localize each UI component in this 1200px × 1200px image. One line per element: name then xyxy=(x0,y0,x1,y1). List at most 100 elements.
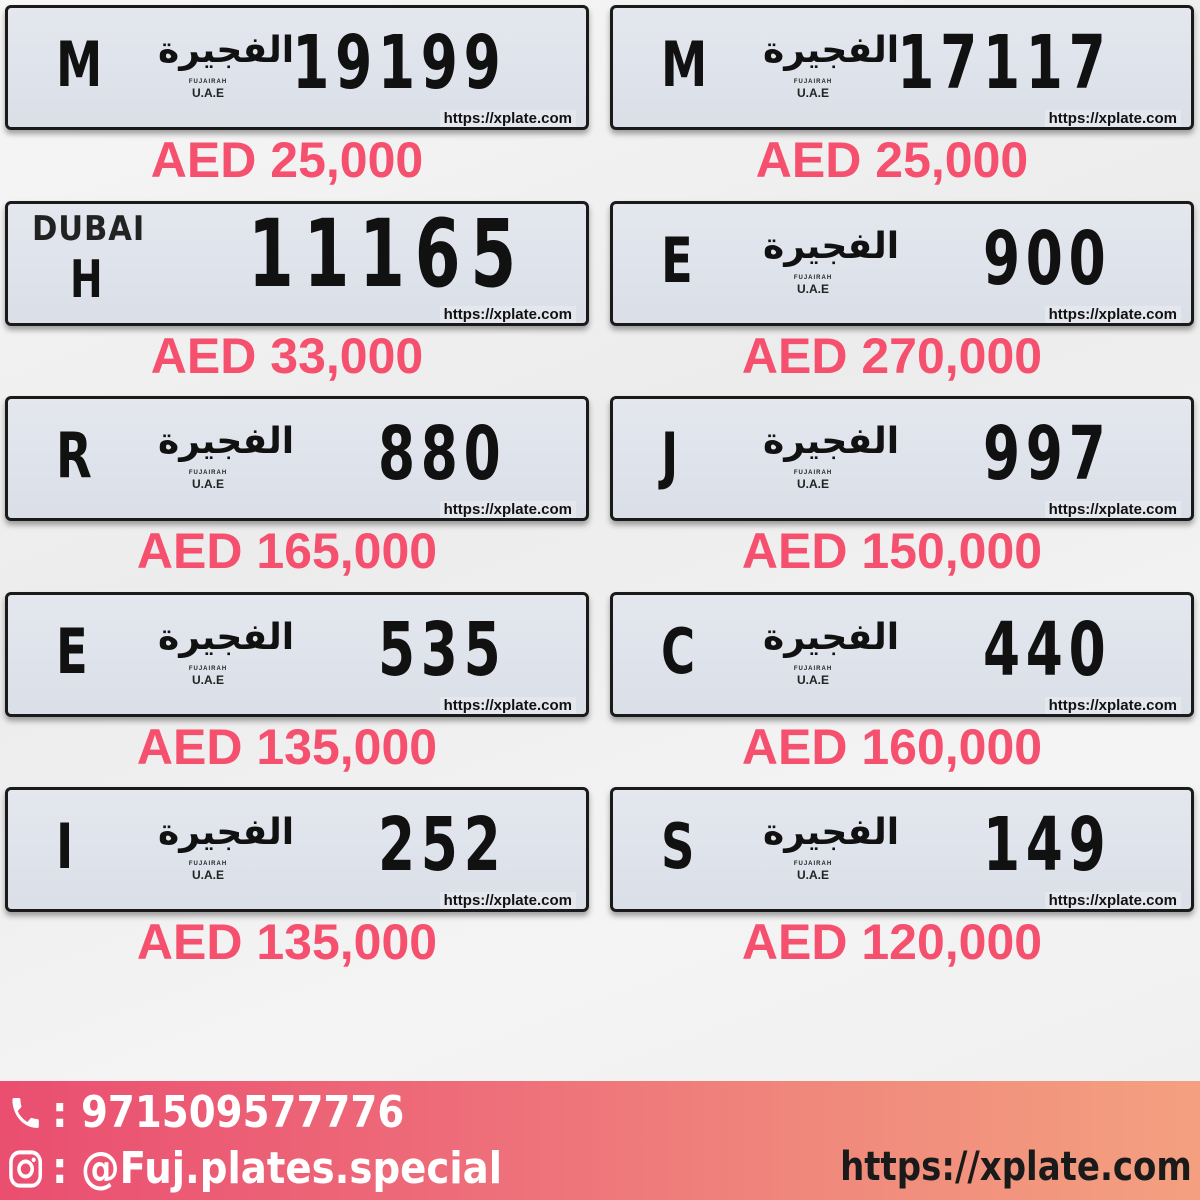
plate-letter: H xyxy=(70,249,103,310)
license-plate: I الفجيرة FUJAIRAH U.A.E 252 https://xpl… xyxy=(5,787,589,912)
phone-icon xyxy=(8,1091,47,1135)
plate-watermark: https://xplate.com xyxy=(1044,110,1181,127)
fujairah-emblem: الفجيرة FUJAIRAH U.A.E xyxy=(158,806,295,882)
plate-letter: S xyxy=(661,810,695,883)
emblem-country: U.A.E xyxy=(191,86,224,100)
plate-watermark: https://xplate.com xyxy=(1044,696,1181,714)
plate-price: AED 150,000 xyxy=(741,523,1043,579)
plate-letter: E xyxy=(661,223,693,297)
phone-number: : 971509577776 xyxy=(52,1087,405,1138)
instagram-handle: : @Fuj.plates.special xyxy=(52,1143,503,1194)
plate-price: AED 25,000 xyxy=(150,132,424,188)
emblem-country: U.A.E xyxy=(796,477,829,491)
plate-watermark: https://xplate.com xyxy=(439,696,576,714)
license-plate: S الفجيرة FUJAIRAH U.A.E 149 https://xpl… xyxy=(610,787,1194,912)
plate-price: AED 135,000 xyxy=(136,718,438,775)
plate-number: 11165 xyxy=(248,199,526,309)
phone-row: : 971509577776 xyxy=(8,1087,404,1139)
emblem-country: U.A.E xyxy=(796,672,829,687)
plate-letter: M xyxy=(661,28,708,101)
plate-number: 880 xyxy=(377,411,506,497)
plate-letter: M xyxy=(56,28,103,101)
emblem-english: FUJAIRAH xyxy=(793,665,833,672)
plate-listing[interactable]: R الفجيرة FUJAIRAH U.A.E 880 https://xpl… xyxy=(5,396,589,591)
emblem-arabic: الفجيرة xyxy=(158,421,295,462)
fujairah-emblem: الفجيرة FUJAIRAH U.A.E xyxy=(158,24,294,100)
plate-listing[interactable]: J الفجيرة FUJAIRAH U.A.E 997 https://xpl… xyxy=(610,396,1194,591)
plate-listing[interactable]: M الفجيرة FUJAIRAH U.A.E 19199 https://x… xyxy=(5,5,589,200)
plate-watermark: https://xplate.com xyxy=(1044,892,1181,909)
plate-number: 997 xyxy=(982,411,1111,497)
emblem-arabic: الفجيرة xyxy=(158,616,295,658)
license-plate: C الفجيرة FUJAIRAH U.A.E 440 https://xpl… xyxy=(610,591,1194,717)
license-plate: E الفجيرة FUJAIRAH U.A.E 535 https://xpl… xyxy=(5,591,589,717)
plate-number: 900 xyxy=(982,215,1111,302)
plate-number: 149 xyxy=(982,802,1111,888)
plate-number: 19199 xyxy=(291,20,506,106)
emblem-english: FUJAIRAH xyxy=(188,79,228,85)
plate-price: AED 33,000 xyxy=(150,327,424,384)
plate-watermark: https://xplate.com xyxy=(439,305,576,323)
plate-listing[interactable]: I الفجيرة FUJAIRAH U.A.E 252 https://xpl… xyxy=(5,787,589,982)
emblem-english: FUJAIRAH xyxy=(793,79,833,85)
footer-url[interactable]: https://xplate.com xyxy=(840,1144,1192,1190)
plate-listing[interactable]: M الفجيرة FUJAIRAH U.A.E 17117 https://x… xyxy=(610,5,1194,200)
emblem-english: FUJAIRAH xyxy=(793,861,833,867)
plate-number: 535 xyxy=(377,606,506,693)
plate-price: AED 165,000 xyxy=(136,523,438,579)
emblem-english: FUJAIRAH xyxy=(188,665,228,672)
plate-price: AED 160,000 xyxy=(741,718,1043,775)
plate-letter: I xyxy=(56,810,74,883)
license-plate: E الفجيرة FUJAIRAH U.A.E 900 https://xpl… xyxy=(610,200,1194,326)
license-plate: R الفجيرة FUJAIRAH U.A.E 880 https://xpl… xyxy=(5,396,589,521)
emblem-english: FUJAIRAH xyxy=(793,470,833,476)
instagram-row: : @Fuj.plates.special xyxy=(8,1143,502,1195)
emblem-arabic: الفجيرة xyxy=(763,421,900,462)
plate-letter: R xyxy=(56,419,92,492)
emblem-country: U.A.E xyxy=(796,86,829,100)
license-plate: J الفجيرة FUJAIRAH U.A.E 997 https://xpl… xyxy=(610,396,1194,521)
contact-footer: : 971509577776 : @Fuj.plates.special htt… xyxy=(0,1081,1200,1200)
emblem-country: U.A.E xyxy=(191,477,224,491)
fujairah-emblem: الفجيرة FUJAIRAH U.A.E xyxy=(763,24,900,100)
plate-watermark: https://xplate.com xyxy=(439,892,576,909)
license-plate: M الفجيرة FUJAIRAH U.A.E 19199 https://x… xyxy=(5,5,589,130)
fujairah-emblem: الفجيرة FUJAIRAH U.A.E xyxy=(158,611,295,687)
fujairah-emblem: الفجيرة FUJAIRAH U.A.E xyxy=(763,611,900,687)
plate-listing[interactable]: DUBAI H 11165 https://xplate.com AED 33,… xyxy=(5,199,589,396)
plate-letter: C xyxy=(661,614,696,688)
plate-price: AED 135,000 xyxy=(136,914,438,970)
plate-listing[interactable]: S الفجيرة FUJAIRAH U.A.E 149 https://xpl… xyxy=(610,787,1194,982)
emblem-arabic: الفجيرة xyxy=(158,812,295,853)
emblem-arabic: الفجيرة xyxy=(763,812,900,853)
plate-price: AED 270,000 xyxy=(741,327,1043,384)
emblem-english: FUJAIRAH xyxy=(793,274,833,281)
emirate-name: DUBAI xyxy=(32,208,146,249)
plate-number: 440 xyxy=(982,606,1111,693)
emblem-arabic: الفجيرة xyxy=(763,225,900,267)
emblem-arabic: الفجيرة xyxy=(763,616,900,658)
plate-watermark: https://xplate.com xyxy=(439,501,576,518)
plate-price: AED 25,000 xyxy=(755,132,1029,188)
emblem-english: FUJAIRAH xyxy=(188,861,228,867)
license-plate: M الفجيرة FUJAIRAH U.A.E 17117 https://x… xyxy=(610,5,1194,130)
plate-listing[interactable]: E الفجيرة FUJAIRAH U.A.E 535 https://xpl… xyxy=(5,591,589,787)
plate-number: 17117 xyxy=(896,20,1111,106)
plate-letter: E xyxy=(56,614,88,688)
plate-letter: J xyxy=(661,419,679,492)
fujairah-emblem: الفجيرة FUJAIRAH U.A.E xyxy=(763,806,900,882)
fujairah-emblem: الفجيرة FUJAIRAH U.A.E xyxy=(763,220,900,296)
plate-listing[interactable]: E الفجيرة FUJAIRAH U.A.E 900 https://xpl… xyxy=(610,200,1194,396)
emblem-country: U.A.E xyxy=(796,281,829,296)
instagram-icon xyxy=(8,1147,47,1191)
emblem-arabic: الفجيرة xyxy=(763,30,900,71)
emblem-country: U.A.E xyxy=(191,868,224,882)
license-plate: DUBAI H 11165 https://xplate.com xyxy=(5,199,589,326)
plate-number: 252 xyxy=(377,802,506,888)
plate-price: AED 120,000 xyxy=(741,914,1043,970)
plate-watermark: https://xplate.com xyxy=(439,110,576,127)
emblem-country: U.A.E xyxy=(191,672,224,687)
emblem-english: FUJAIRAH xyxy=(188,470,228,476)
plate-listing[interactable]: C الفجيرة FUJAIRAH U.A.E 440 https://xpl… xyxy=(610,591,1194,787)
fujairah-emblem: الفجيرة FUJAIRAH U.A.E xyxy=(763,415,900,491)
